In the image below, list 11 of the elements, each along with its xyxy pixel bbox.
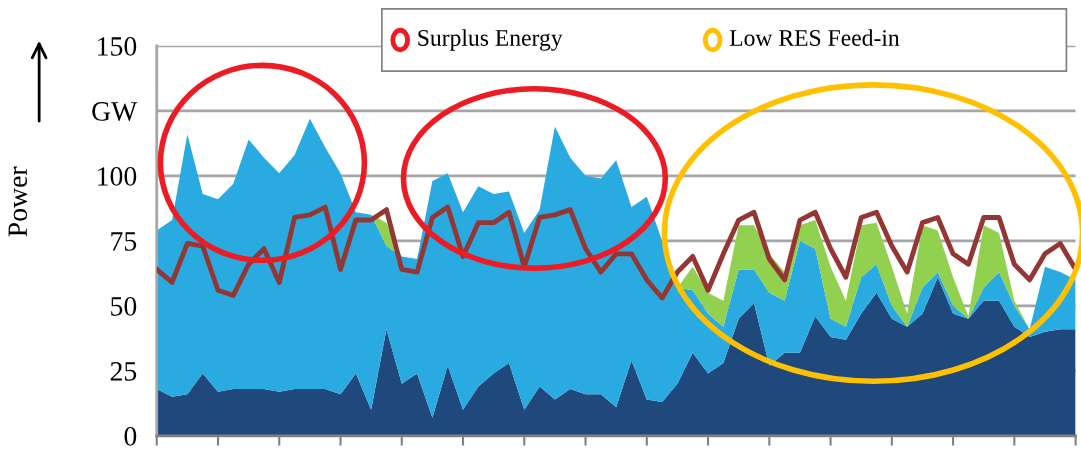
y-tick-label: 25 bbox=[110, 362, 137, 381]
y-axis-title: Power bbox=[8, 166, 28, 237]
y-tick-label: 100 bbox=[98, 167, 137, 186]
y-tick-label: GW bbox=[92, 102, 138, 121]
annotation: Low RES Feed-in bbox=[729, 29, 900, 46]
y-tick-label: 50 bbox=[111, 297, 137, 316]
y-tick-label: 0 bbox=[124, 427, 137, 446]
y-tick-label: 150 bbox=[98, 37, 137, 56]
line-series bbox=[156, 204, 1076, 301]
annotation: Surplus Energy bbox=[418, 29, 563, 51]
y-tick-label: 75 bbox=[111, 232, 137, 251]
